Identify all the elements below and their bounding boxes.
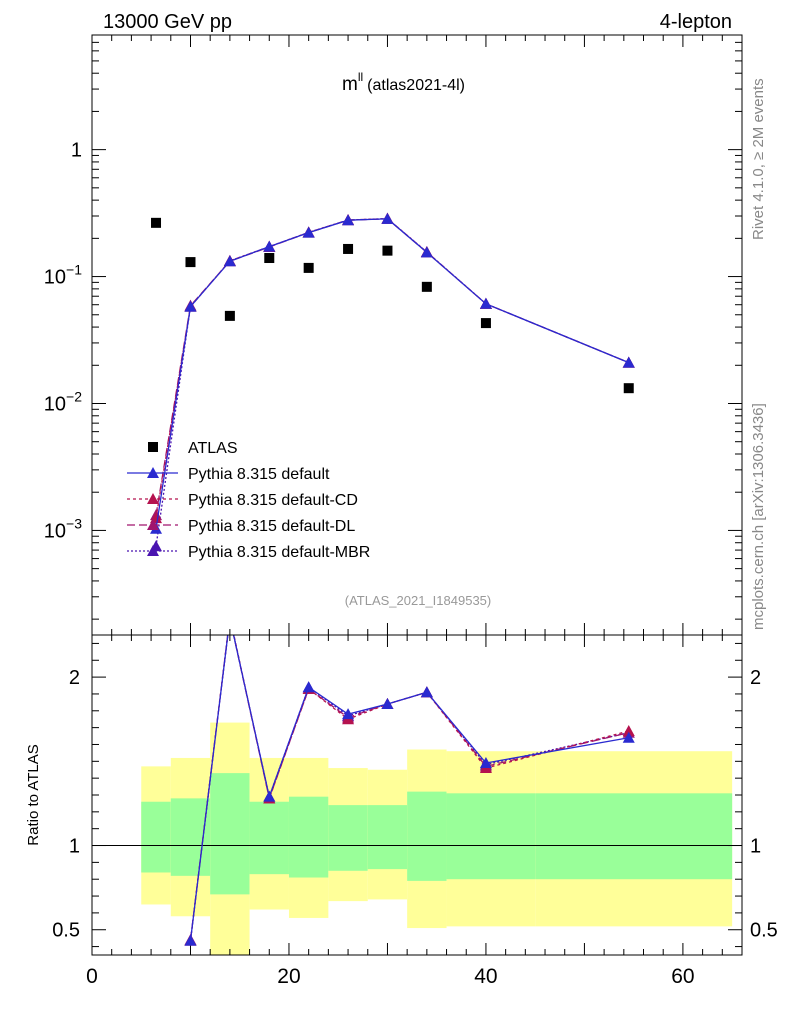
series-marker-default xyxy=(223,255,236,267)
y-tick-exponent: −3 xyxy=(66,515,82,531)
series-marker-default xyxy=(622,356,635,368)
data-point xyxy=(623,383,634,394)
ratio-y-tick-label-right: 0.5 xyxy=(750,920,778,942)
band-inner xyxy=(141,801,171,873)
ratio-marker-default xyxy=(420,686,433,698)
legend-label-data: ATLAS xyxy=(188,440,238,457)
y-tick-label: 10−1 xyxy=(44,262,82,289)
legend-label-default: Pythia 8.315 default xyxy=(188,466,330,483)
main-series-group xyxy=(150,212,635,552)
ratio-marker-default xyxy=(263,790,276,802)
legend: ATLAS Pythia 8.315 default Pythia 8.315 de… xyxy=(127,440,370,561)
y-tick-exponent: −1 xyxy=(66,262,82,278)
y-tick-base: 10 xyxy=(44,267,66,289)
ratio-plot-frame xyxy=(91,634,743,956)
data-point xyxy=(343,243,354,254)
data-point xyxy=(303,262,314,273)
mcplots-label: mcplots.cern.ch [arXiv:1306.3436] xyxy=(750,403,767,630)
plot-title: mll (atlas2021-4l) xyxy=(342,70,465,95)
series-marker-default xyxy=(479,297,492,309)
series-marker-default xyxy=(263,240,276,252)
ratio-y-tick-label-left: 0.5 xyxy=(52,920,80,942)
y-tick-exponent: −2 xyxy=(66,388,82,404)
header-left: 13000 GeV pp xyxy=(103,11,232,33)
band-inner xyxy=(288,796,329,878)
header-right: 4-lepton xyxy=(660,11,732,33)
y-tick-label: 10−2 xyxy=(44,388,82,415)
ratio-marker-default xyxy=(381,698,394,710)
series-marker-default xyxy=(420,246,433,258)
ratio-marker-default xyxy=(184,934,197,946)
data-point xyxy=(421,281,432,292)
y-tick-label: 10−3 xyxy=(44,515,82,542)
plot-title-main: m xyxy=(342,74,358,95)
legend-label-dl: Pythia 8.315 default-DL xyxy=(188,518,355,535)
band-inner xyxy=(535,793,733,880)
analysis-tag: (ATLAS_2021_I1849535) xyxy=(345,593,491,608)
series-marker-default xyxy=(302,226,315,238)
data-point xyxy=(151,217,162,228)
band-inner xyxy=(407,791,447,881)
legend-data-marker xyxy=(148,442,158,452)
legend-marker-default xyxy=(147,467,159,478)
series-line-default xyxy=(155,218,629,529)
ratio-marker-default xyxy=(342,708,355,720)
band-inner xyxy=(367,805,408,870)
ratio-marker-default xyxy=(622,731,635,743)
ratio-marker-cd xyxy=(622,725,635,736)
legend-label-cd: Pythia 8.315 default-CD xyxy=(188,492,358,509)
legend-label-mbr: Pythia 8.315 default-MBR xyxy=(188,544,370,561)
band-inner xyxy=(210,773,250,895)
band-inner xyxy=(328,805,368,871)
x-tick-label: 60 xyxy=(671,965,694,988)
series-marker-default xyxy=(184,300,197,312)
axis-ticks xyxy=(91,34,743,955)
y-tick-label: 1 xyxy=(71,140,82,162)
band-inner xyxy=(170,798,211,876)
ratio-y-tick-label-right: 1 xyxy=(750,836,761,858)
uncertainty-bands xyxy=(92,722,742,955)
y-tick-base: 10 xyxy=(44,520,66,542)
data-point xyxy=(382,245,393,256)
legend-marker-cd xyxy=(147,493,159,504)
ratio-y-tick-label-left: 1 xyxy=(69,836,80,858)
x-tick-label: 20 xyxy=(277,965,300,988)
y-tick-base: 10 xyxy=(44,393,66,415)
ratio-y-axis-label: Ratio to ATLAS xyxy=(25,744,42,845)
x-tick-label: 0 xyxy=(86,965,98,988)
data-point xyxy=(264,253,275,264)
band-inner xyxy=(249,801,289,875)
ratio-y-tick-label-left: 2 xyxy=(69,667,80,689)
ratio-series-group xyxy=(184,635,635,946)
series-marker-default xyxy=(381,212,394,224)
ratio-y-tick-label-right: 2 xyxy=(750,667,761,689)
data-point xyxy=(480,318,491,329)
data-points xyxy=(151,217,634,394)
data-point xyxy=(224,310,235,321)
series-lines xyxy=(150,212,635,946)
x-tick-label: 40 xyxy=(474,965,497,988)
ratio-marker-default xyxy=(302,681,315,693)
band-inner xyxy=(446,793,536,880)
rivet-version-label: Rivet 4.1.0, ≥ 2M events xyxy=(750,78,767,240)
legend-marker-mbr xyxy=(147,545,159,556)
plot-title-sup: ll xyxy=(358,70,363,84)
ratio-marker-default xyxy=(479,757,492,768)
data-point xyxy=(185,257,196,268)
series-marker-default xyxy=(342,214,355,226)
plot-title-sub: (atlas2021-4l) xyxy=(367,77,465,94)
legend-marker-dl xyxy=(147,519,159,530)
